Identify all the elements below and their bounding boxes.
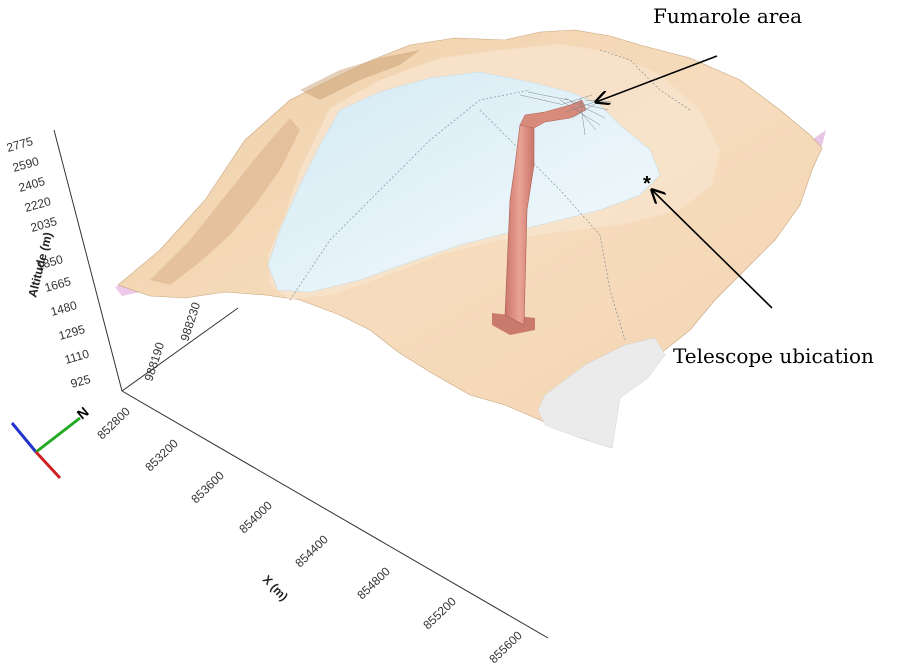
altitude-tick: 1665: [43, 274, 73, 295]
y-tick: 988230: [178, 300, 204, 343]
altitude-tick: 2775: [5, 134, 35, 155]
snow-patch: [537, 337, 666, 449]
x-tick: 853600: [188, 468, 227, 506]
altitude-tick: 1110: [63, 346, 91, 366]
altitude-tick: 925: [69, 372, 92, 391]
x-axis: 852800 853200 853600 854000 854400 85480…: [94, 390, 549, 666]
survey-line-3: [599, 49, 691, 111]
telescope-marker: *: [643, 173, 651, 195]
glacier-surface: [267, 71, 661, 293]
x-tick: 854400: [292, 532, 331, 570]
survey-line-1: [289, 89, 531, 301]
x-axis-title: X (m): [260, 572, 291, 603]
fumarole-arrow: [596, 55, 718, 102]
tunnel-model: [492, 99, 587, 335]
x-tick: 853200: [142, 436, 181, 474]
fumarole-label: Fumarole area: [653, 4, 802, 28]
altitude-axis: 2775 2590 2405 2220 2035 1850 1665 1480 …: [5, 129, 123, 392]
altitude-tick: 2590: [11, 154, 41, 175]
x-tick: 854000: [236, 498, 275, 536]
triad-y-axis: [35, 416, 81, 454]
tunnel-upper: [519, 99, 587, 129]
x-tick: 854800: [354, 564, 393, 602]
telescope-arrow: [652, 190, 773, 309]
ridge-shadow-upper: [300, 50, 420, 100]
y-axis: 988190 988230: [121, 300, 239, 392]
triad-z-axis: [10, 422, 38, 453]
x-tick: 855600: [486, 628, 525, 666]
altitude-tick: 2405: [17, 174, 47, 195]
telescope-label: Telescope ubication: [673, 344, 874, 368]
altitude-tick: 1480: [49, 298, 79, 319]
triad-x-axis: [34, 450, 62, 480]
altitude-tick: 2220: [23, 194, 53, 215]
x-tick: 852800: [94, 404, 133, 442]
survey-line-2: [479, 109, 626, 341]
ridge-shadow-left: [150, 118, 300, 285]
orientation-triad: N: [10, 404, 92, 480]
x-tick: 855200: [420, 594, 459, 632]
altitude-tick: 1295: [57, 322, 87, 343]
